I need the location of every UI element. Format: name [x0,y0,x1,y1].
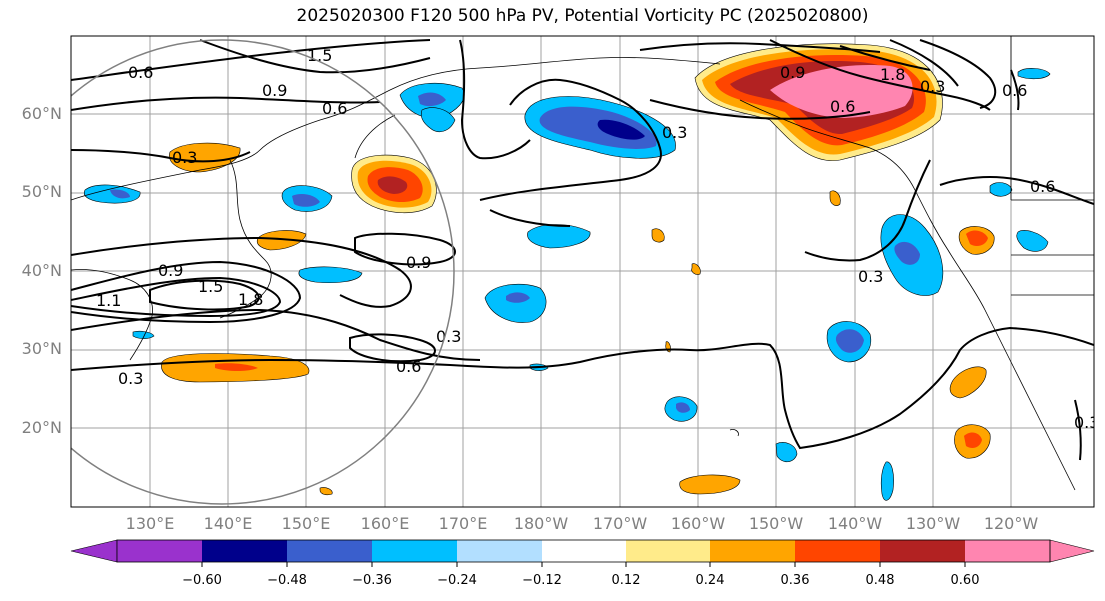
lon-label: 120°W [983,514,1039,533]
map-title: 2025020300 F120 500 hPa PV, Potential Vo… [296,6,869,26]
verification-circle [71,39,455,505]
contour-label: 1.8 [238,290,263,309]
lat-label: 60°N [21,104,62,123]
colorbar-tick-label: 0.48 [865,573,895,588]
contour-label: 0.6 [1030,177,1055,196]
pv-contours [71,39,1094,461]
contour-label: 0.3 [118,369,143,388]
lon-label: 180°W [513,514,569,533]
lat-label: 30°N [21,339,62,358]
contour-label: 0.6 [322,99,347,118]
colorbar-extend-high [1049,539,1095,563]
fill-okhotsk-warm [169,142,241,173]
contour-label: 0.3 [858,267,883,286]
contour-labels: 0.6 1.5 0.9 0.6 0.3 0.9 1.5 1.8 1.1 0.3 … [96,46,1099,432]
contour-label: 0.9 [406,253,431,272]
lat-label: 50°N [21,182,62,201]
fill-midpac-cold [484,283,547,323]
contour-label: 1.8 [880,65,905,84]
colorbar-tick-label: 0.12 [611,573,641,588]
lon-label: 160°E [360,514,410,533]
colorbar-bin [117,540,202,562]
colorbar-bin [965,540,1050,562]
colorbar-tick-label: −0.60 [182,573,222,588]
contour-label: 1.5 [307,46,332,65]
colorbar-bin [202,540,287,562]
lon-label: 160°W [670,514,726,533]
lon-label: 150°E [281,514,331,533]
contour-label: 0.6 [830,97,855,116]
colorbar-tick-label: 0.24 [695,573,725,588]
colorbar-tick-label: −0.24 [437,573,477,588]
lat-label: 20°N [21,418,62,437]
colorbar-extend-low [70,539,118,563]
contour-label: 0.9 [158,261,183,280]
lat-label: 40°N [21,261,62,280]
lon-label: 170°E [438,514,488,533]
lon-label: 130°E [125,514,175,533]
map-content: 0.6 1.5 0.9 0.6 0.3 0.9 1.5 1.8 1.1 0.3 … [71,36,1099,507]
colorbar [70,539,1095,567]
colorbar-bin [626,540,710,562]
fill-central-cold [527,224,591,249]
contour-label: 0.3 [172,148,197,167]
colorbar-tick-label: −0.36 [352,573,392,588]
lon-label: 140°E [203,514,253,533]
contour-label: 0.9 [780,63,805,82]
map-frame [70,35,1095,508]
colorbar-bin [457,540,542,562]
colorbar-tick-label: 0.60 [950,573,980,588]
contour-label: 1.5 [198,277,223,296]
lon-label: 140°W [827,514,883,533]
contour-label: 0.6 [396,357,421,376]
colorbar-bin [542,540,626,562]
lon-label: 130°W [905,514,961,533]
colorbar-bin [795,540,880,562]
contour-label: 0.3 [436,327,461,346]
contour-label: 0.3 [920,77,945,96]
colorbar-bin [287,540,372,562]
lon-label: 150°W [748,514,804,533]
colorbar-bin [880,540,965,562]
fill-japan-warm [256,230,307,251]
colorbar-bin [372,540,457,562]
contour-label: 0.9 [262,81,287,100]
contour-label: 0.6 [1002,81,1027,100]
pv-anomaly-fills [83,43,1051,501]
contour-label: 0.3 [1074,413,1099,432]
colorbar-tick-label: 0.36 [780,573,810,588]
colorbar-tick-label: −0.12 [522,573,562,588]
colorbar-tick-label: −0.48 [267,573,307,588]
colorbar-bin [710,540,795,562]
lon-label: 170°W [592,514,648,533]
contour-label: 0.6 [128,63,153,82]
contour-label: 0.3 [662,123,687,142]
contour-label: 1.1 [96,291,121,310]
